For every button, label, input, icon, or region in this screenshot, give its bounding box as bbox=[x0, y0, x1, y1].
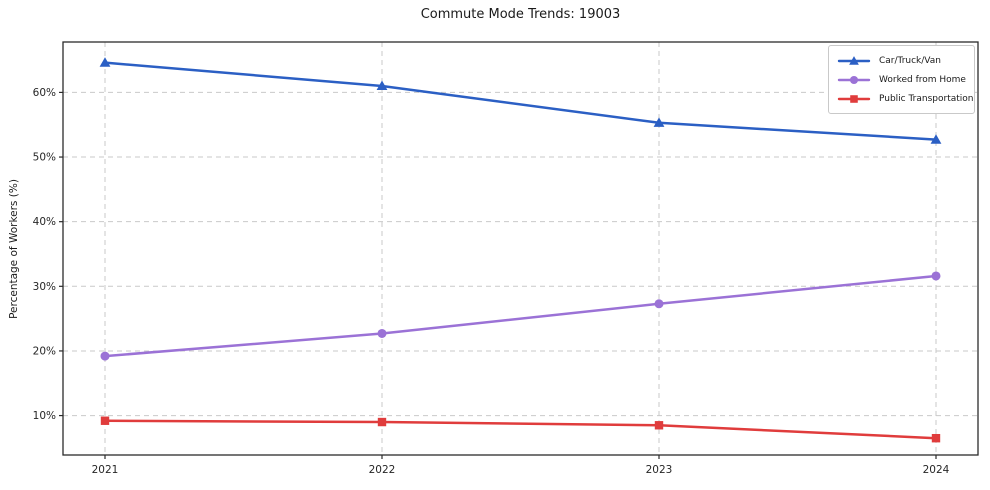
x-tick-label: 2024 bbox=[923, 464, 950, 476]
y-tick-label: 20% bbox=[33, 345, 56, 357]
data-point-car-truck-van bbox=[99, 57, 111, 67]
plot-border bbox=[62, 41, 979, 456]
legend-marker-triangle bbox=[849, 55, 859, 65]
legend-line-triangle-icon bbox=[837, 55, 871, 65]
series-line-public-transportation bbox=[103, 419, 938, 440]
data-point-car-truck-van bbox=[930, 134, 942, 144]
legend-marker-square bbox=[850, 94, 858, 103]
y-tick-label: 10% bbox=[33, 410, 56, 422]
legend-item-public-transportation: Public Transportation bbox=[837, 89, 973, 108]
y-tick-label: 30% bbox=[33, 281, 56, 293]
legend-item-worked-from-home: Worked from Home bbox=[837, 70, 968, 89]
data-point-worked-from-home bbox=[931, 271, 941, 281]
data-point-public-transportation bbox=[654, 421, 664, 430]
x-tick-label: 2023 bbox=[646, 464, 673, 476]
legend: Car/Truck/Van Worked from Home Public Tr… bbox=[828, 45, 975, 114]
series-line-car-truck-van bbox=[103, 61, 938, 141]
series-line-worked-from-home bbox=[103, 274, 938, 358]
legend-label: Car/Truck/Van bbox=[879, 55, 941, 66]
legend-line-square-icon bbox=[837, 94, 871, 103]
data-point-public-transportation bbox=[377, 417, 387, 427]
data-point-worked-from-home bbox=[377, 328, 387, 338]
y-tick-label: 40% bbox=[33, 216, 56, 228]
y-tick-label: 60% bbox=[33, 87, 56, 99]
data-point-public-transportation bbox=[931, 433, 941, 443]
legend-label: Worked from Home bbox=[879, 74, 966, 85]
data-point-worked-from-home bbox=[100, 351, 110, 361]
legend-label: Public Transportation bbox=[879, 93, 974, 104]
legend-marker-circle bbox=[849, 75, 859, 84]
chart-title: Commute Mode Trends: 19003 bbox=[420, 7, 621, 22]
legend-item-car-truck-van: Car/Truck/Van bbox=[837, 51, 968, 70]
x-tick-label: 2021 bbox=[92, 464, 119, 476]
data-point-car-truck-van bbox=[376, 80, 388, 91]
data-point-public-transportation bbox=[100, 416, 110, 425]
y-tick-label: 50% bbox=[33, 152, 56, 164]
data-point-car-truck-van bbox=[653, 117, 665, 127]
legend-line-circle-icon bbox=[837, 75, 871, 84]
x-tick-label: 2022 bbox=[369, 464, 396, 476]
data-point-worked-from-home bbox=[654, 299, 664, 309]
